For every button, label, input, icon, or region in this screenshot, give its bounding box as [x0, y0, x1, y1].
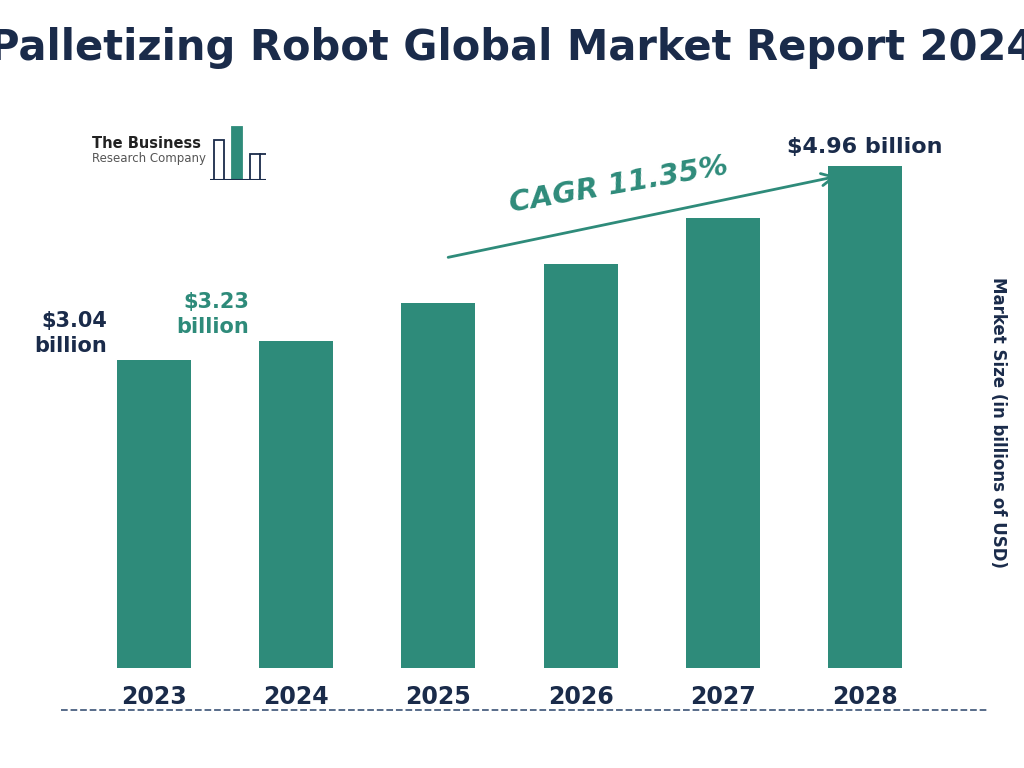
Bar [544, 264, 617, 668]
Text: CAGR 11.35%: CAGR 11.35% [507, 152, 730, 218]
Text: Research Company: Research Company [92, 152, 206, 165]
Text: $3.23
billion: $3.23 billion [176, 292, 249, 337]
Bar [259, 341, 333, 668]
Bar [828, 166, 902, 668]
Bar [686, 218, 760, 668]
Bar [117, 360, 190, 668]
Bar [214, 140, 224, 180]
Text: The Business: The Business [92, 136, 201, 151]
Text: Palletizing Robot Global Market Report 2024: Palletizing Robot Global Market Report 2… [0, 27, 1024, 69]
Text: $4.96 billion: $4.96 billion [787, 137, 943, 157]
Text: $3.04
billion: $3.04 billion [34, 311, 106, 356]
Bar [231, 127, 242, 180]
Bar [250, 154, 259, 180]
Text: Market Size (in billions of USD): Market Size (in billions of USD) [989, 277, 1008, 568]
Bar [401, 303, 475, 668]
